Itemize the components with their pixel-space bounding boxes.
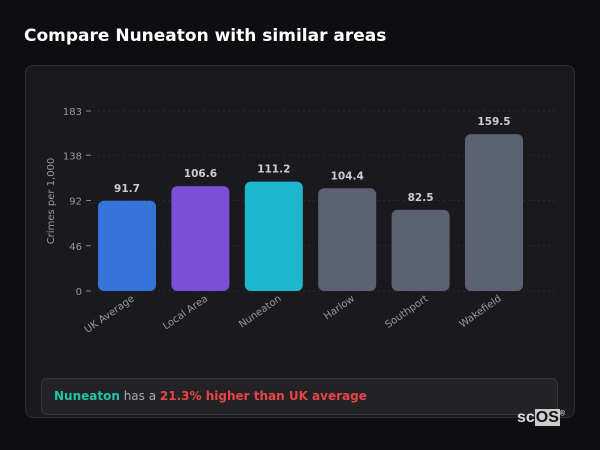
y-tick-label: 138 bbox=[63, 151, 82, 162]
y-tick-label: 183 bbox=[63, 107, 82, 118]
y-tick-label: 46 bbox=[69, 242, 82, 253]
bar-local-area[interactable] bbox=[171, 186, 230, 291]
x-tick-label: Wakefield bbox=[458, 293, 504, 330]
data-label: 111.2 bbox=[257, 164, 290, 176]
summary-middle: has a bbox=[119, 389, 160, 403]
data-label: 104.4 bbox=[331, 170, 364, 182]
bar-wakefield[interactable] bbox=[465, 134, 523, 291]
summary-box: Nuneaton has a 21.3% higher than UK aver… bbox=[41, 378, 558, 415]
x-tick-label: Local Area bbox=[161, 293, 210, 332]
y-tick-label: 92 bbox=[69, 197, 82, 208]
data-label: 159.5 bbox=[477, 116, 510, 128]
x-tick-label: UK Average bbox=[83, 293, 137, 335]
bar-southport[interactable] bbox=[391, 209, 450, 291]
data-label: 91.7 bbox=[114, 183, 140, 195]
data-label: 106.6 bbox=[184, 168, 217, 180]
data-label: 82.5 bbox=[408, 192, 434, 204]
x-tick-label: Harlow bbox=[322, 293, 357, 322]
summary-stat: 21.3% higher than UK average bbox=[159, 389, 367, 403]
y-axis-label: Crimes per 1,000 bbox=[46, 158, 57, 245]
x-tick-label: Nuneaton bbox=[237, 293, 283, 330]
bar-harlow[interactable] bbox=[318, 188, 377, 291]
logo: scOS® bbox=[517, 409, 566, 426]
page-title: Compare Nuneaton with similar areas bbox=[24, 26, 387, 46]
bar-uk-average[interactable] bbox=[98, 200, 156, 291]
summary-area: Nuneaton bbox=[54, 389, 120, 403]
x-tick-label: Southport bbox=[383, 293, 430, 330]
bar-nuneaton[interactable] bbox=[244, 181, 303, 291]
y-tick-label: 0 bbox=[76, 287, 82, 298]
